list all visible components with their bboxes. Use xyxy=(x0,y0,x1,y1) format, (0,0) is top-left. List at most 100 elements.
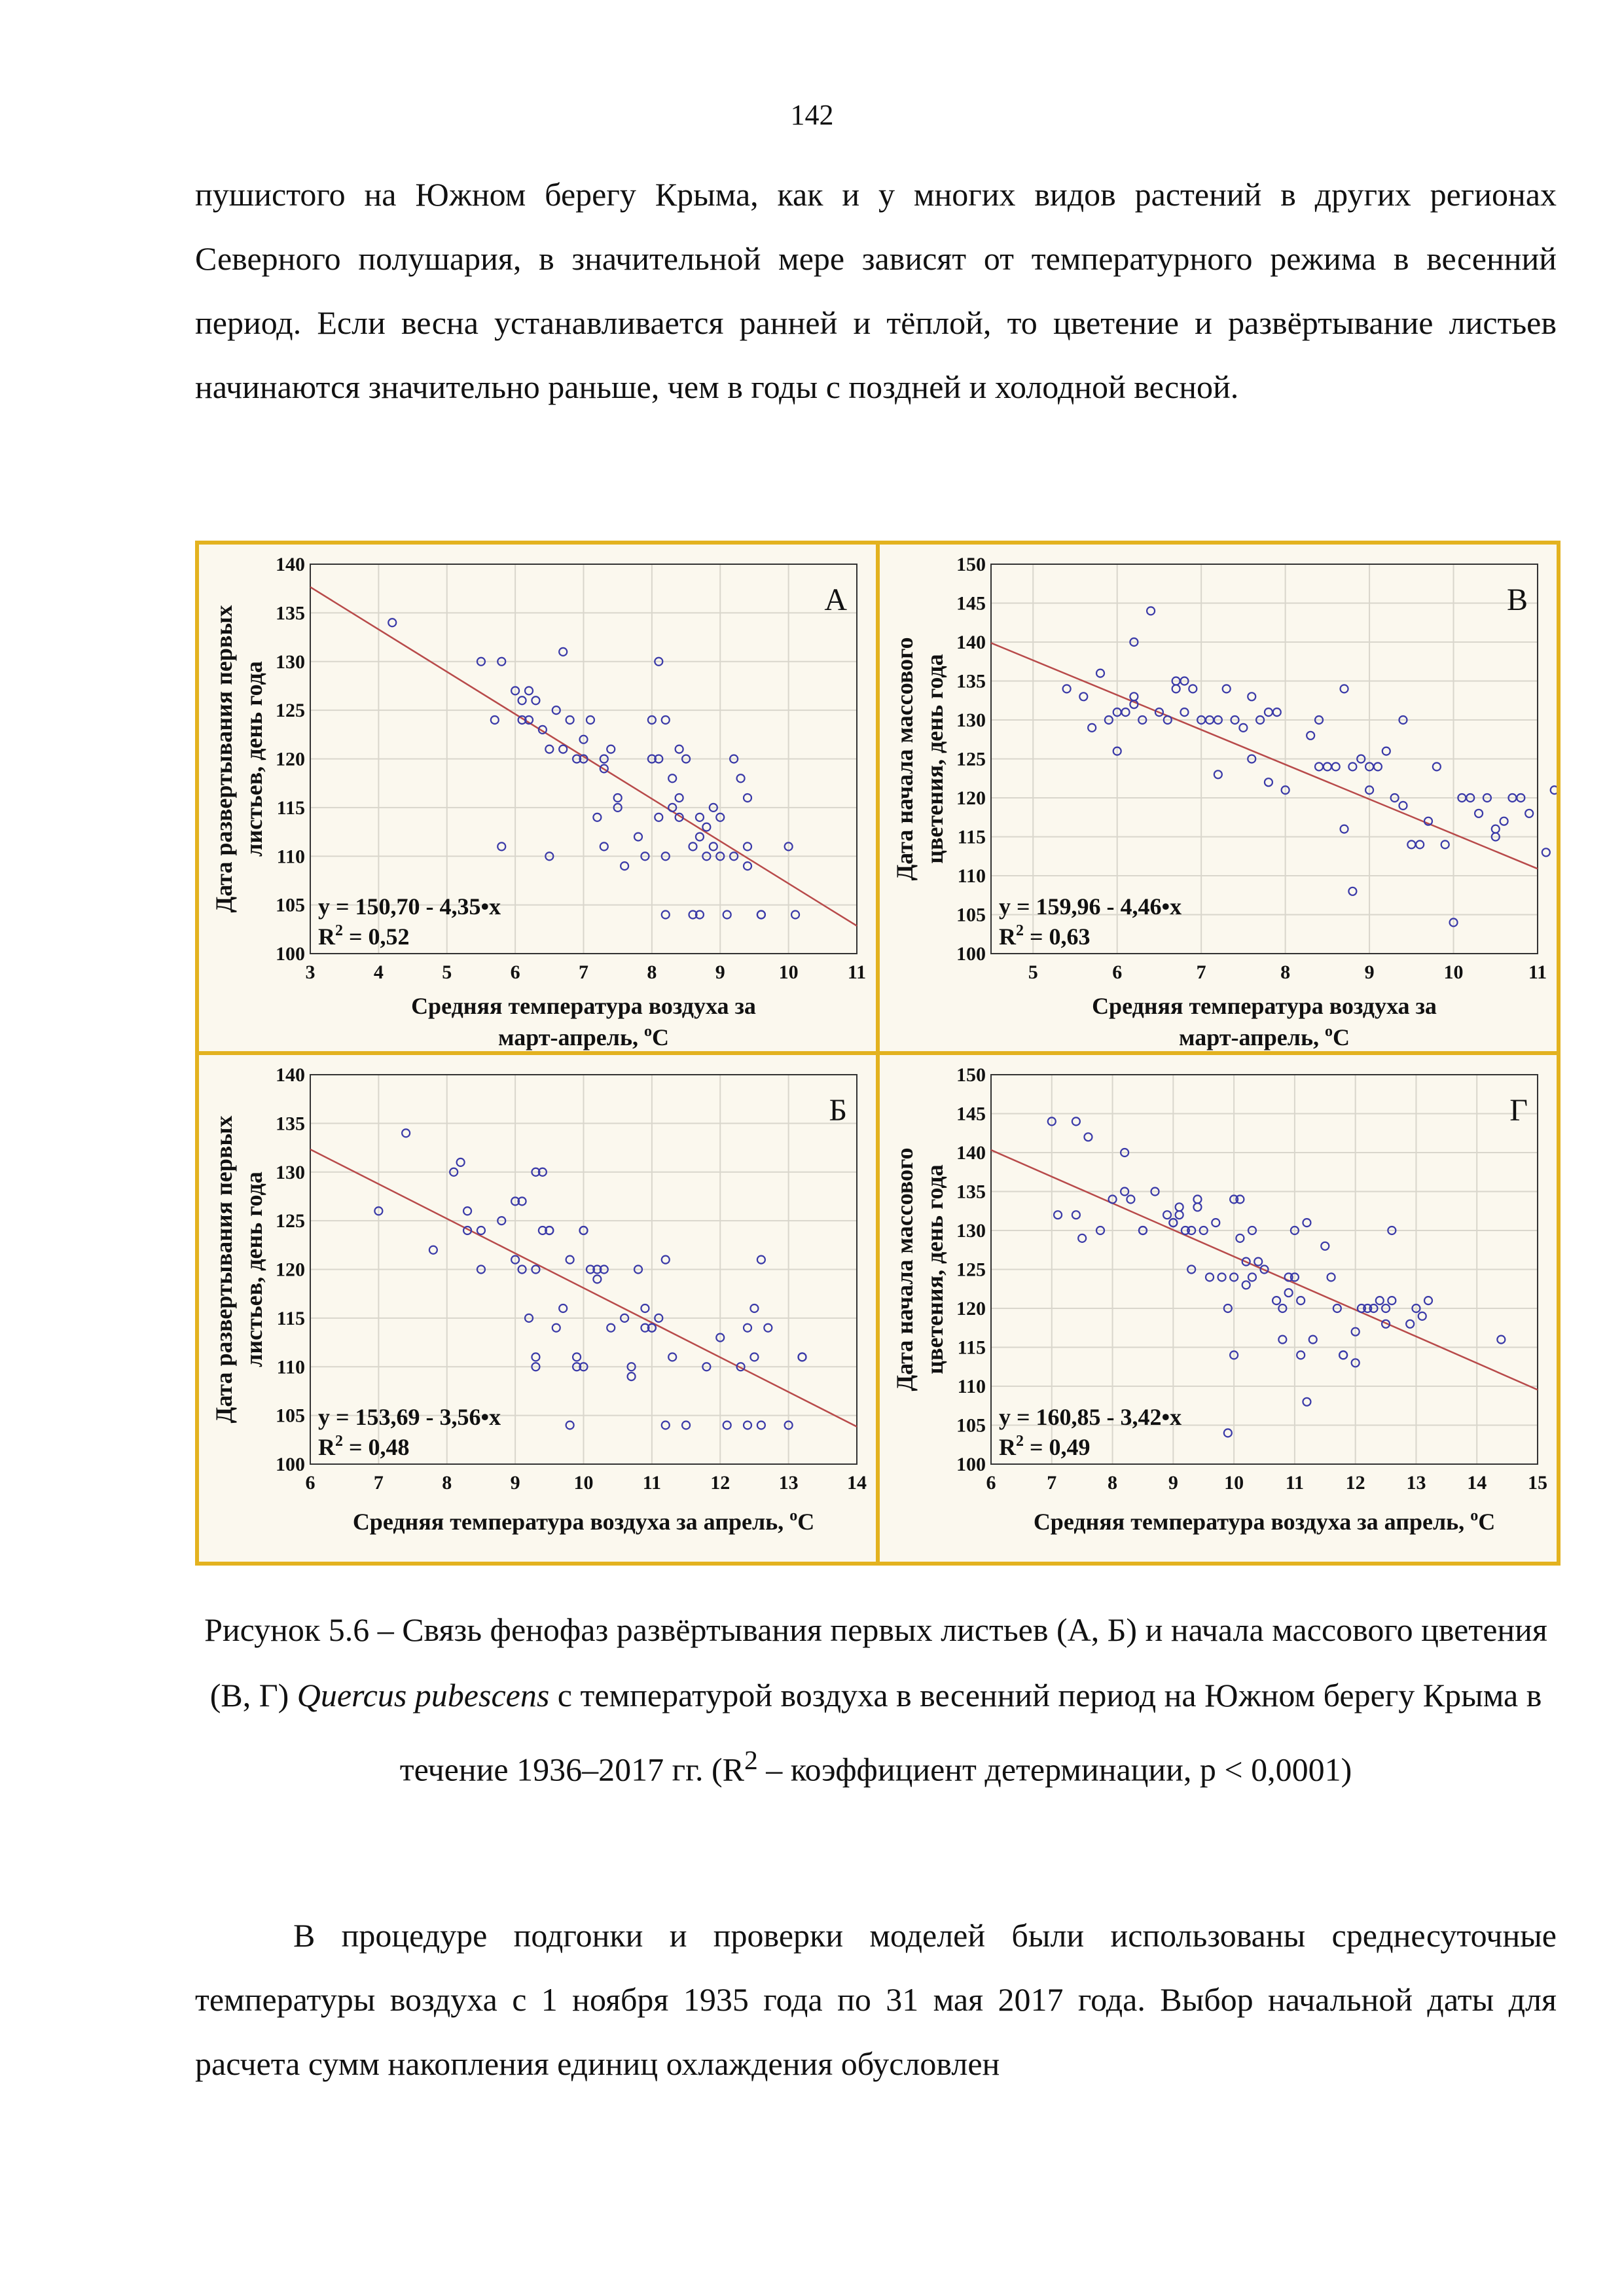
x-tick-label: 9 xyxy=(511,1472,520,1494)
data-point xyxy=(497,842,507,852)
data-point xyxy=(729,852,739,861)
y-tick-label: 130 xyxy=(956,709,986,731)
caption-part3: – коэффициент детерминации, p < 0,0001) xyxy=(757,1751,1352,1788)
data-point xyxy=(1322,762,1332,772)
data-point xyxy=(1387,1296,1397,1306)
data-point xyxy=(449,1167,459,1177)
data-point xyxy=(742,793,753,803)
data-point xyxy=(579,734,588,744)
data-point xyxy=(592,1274,602,1284)
data-point xyxy=(1339,684,1349,694)
data-point xyxy=(497,656,507,666)
data-point xyxy=(1121,708,1130,717)
data-point xyxy=(1204,1272,1215,1282)
data-point xyxy=(476,1265,486,1274)
data-point xyxy=(681,754,691,764)
x-tick-label: 10 xyxy=(1224,1472,1244,1494)
data-point xyxy=(1162,1210,1172,1220)
data-point xyxy=(524,686,534,696)
x-axis-title-line1: Средняя температура воздуха за xyxy=(411,993,756,1019)
data-point xyxy=(476,656,486,666)
y-tick-label: 100 xyxy=(276,1454,305,1475)
x-axis-title-line1: Средняя температура воздуха за xyxy=(1092,993,1437,1019)
panel-letter: Б xyxy=(829,1093,847,1128)
x-tick-label: 10 xyxy=(574,1472,594,1494)
regression-equation: y = 153,69 - 3,56•x xyxy=(318,1404,501,1430)
data-point xyxy=(688,842,698,852)
data-point xyxy=(1247,692,1257,702)
data-point xyxy=(1473,808,1484,818)
regression-line xyxy=(310,1148,857,1427)
data-point xyxy=(1235,1233,1245,1243)
plot-area-frame xyxy=(990,1074,1538,1465)
data-point xyxy=(1138,715,1147,725)
regression-equation: y = 160,85 - 3,42•x xyxy=(999,1404,1182,1430)
data-point xyxy=(1259,1265,1269,1274)
data-point xyxy=(702,822,712,832)
data-point xyxy=(1405,1319,1415,1329)
data-point xyxy=(1047,1117,1056,1126)
data-point xyxy=(1112,746,1122,756)
data-point xyxy=(579,1362,588,1372)
data-point xyxy=(1247,1225,1257,1236)
data-point xyxy=(1187,1225,1197,1236)
data-point xyxy=(784,1420,793,1430)
data-point xyxy=(599,842,609,852)
y-tick-label: 115 xyxy=(958,827,986,848)
data-point xyxy=(620,861,630,871)
data-point xyxy=(1432,762,1441,772)
data-point xyxy=(1223,1428,1233,1438)
data-point xyxy=(1449,918,1458,927)
y-tick-label: 105 xyxy=(276,1405,305,1427)
y-tick-label: 110 xyxy=(277,1356,305,1378)
plot-area-frame xyxy=(310,1074,857,1465)
y-tick-label: 110 xyxy=(958,865,986,887)
data-point xyxy=(647,715,657,725)
data-point xyxy=(660,1420,670,1430)
y-tick-label: 125 xyxy=(956,749,986,770)
data-point xyxy=(1284,1288,1293,1298)
x-tick-label: 12 xyxy=(1346,1472,1365,1494)
y-tick-label: 120 xyxy=(276,1259,305,1281)
data-point xyxy=(599,764,609,774)
data-point xyxy=(660,910,670,920)
data-point xyxy=(1306,730,1316,740)
data-point xyxy=(1373,762,1383,772)
data-point xyxy=(613,802,623,812)
data-point xyxy=(531,1167,541,1177)
data-point xyxy=(660,1255,670,1265)
caption-sup: 2 xyxy=(744,1746,758,1776)
data-point xyxy=(1398,800,1408,810)
data-point xyxy=(763,1323,773,1333)
data-point xyxy=(1180,676,1189,686)
data-point xyxy=(476,1225,486,1236)
panel-letter: А xyxy=(824,583,847,617)
panel-letter: В xyxy=(1507,583,1528,617)
data-point xyxy=(1280,785,1290,795)
data-point xyxy=(558,1303,568,1314)
data-point xyxy=(1423,1296,1434,1306)
y-axis-title-line2: листьев, день года xyxy=(241,1172,267,1367)
regression-line xyxy=(990,642,1538,870)
chart-c: 6 7 8 9 10 11 12 13 14 100 105 110 115 120 125 130 135 14… xyxy=(211,1064,867,1535)
data-point xyxy=(1339,824,1349,834)
data-point xyxy=(1314,762,1324,772)
y-axis-title-line2: цветения, день года xyxy=(922,654,948,863)
data-point xyxy=(797,1352,807,1362)
y-tick-label: 120 xyxy=(956,787,986,809)
data-point xyxy=(1302,1397,1312,1407)
data-point xyxy=(517,1265,527,1274)
data-point xyxy=(715,852,725,861)
data-point xyxy=(729,754,739,764)
data-point xyxy=(695,832,705,842)
x-tick-label: 11 xyxy=(1528,961,1547,983)
data-point xyxy=(551,706,561,715)
x-axis-title: Средняя температура воздуха за апрель, o… xyxy=(353,1507,814,1535)
y-tick-label: 135 xyxy=(956,1181,986,1203)
data-point xyxy=(695,812,705,822)
y-tick-label: 130 xyxy=(276,651,305,673)
data-point xyxy=(537,1167,547,1177)
data-point xyxy=(1150,1187,1160,1196)
data-point xyxy=(1168,1218,1178,1228)
x-tick-label: 8 xyxy=(442,1472,452,1494)
